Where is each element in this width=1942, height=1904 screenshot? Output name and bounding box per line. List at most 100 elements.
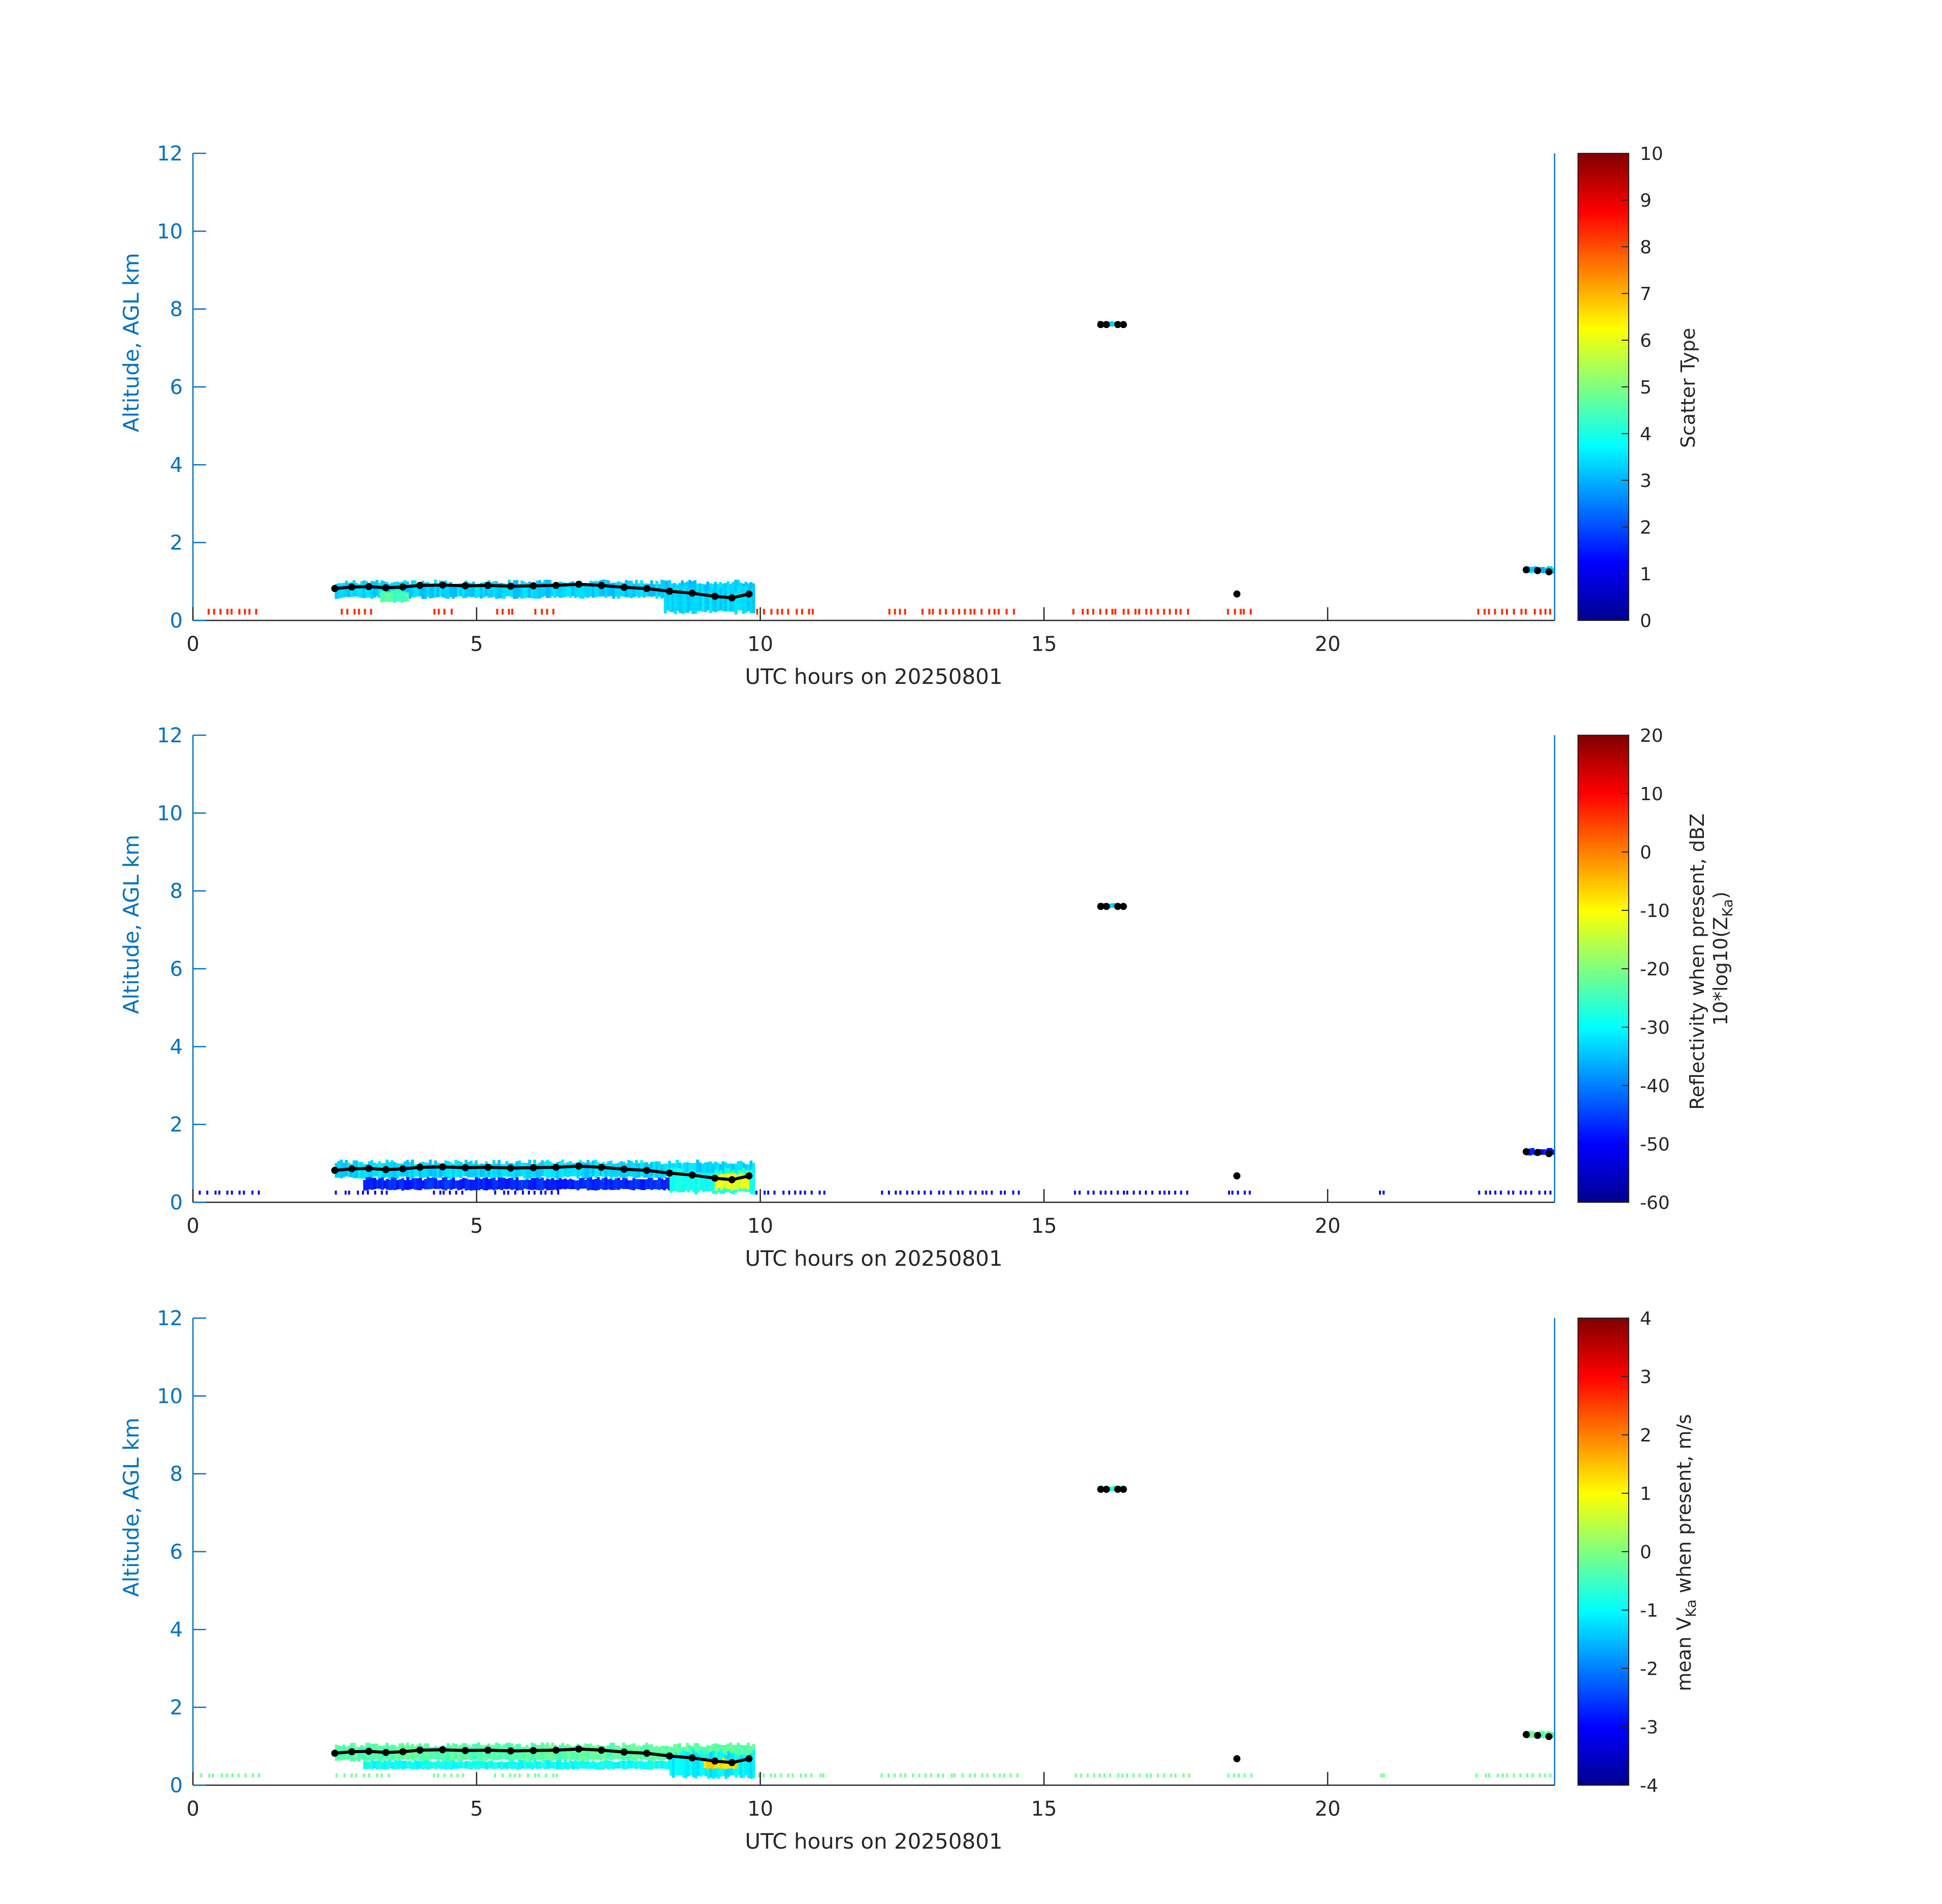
- surface-clutter: [805, 1774, 807, 1778]
- echo-column: [703, 1759, 707, 1768]
- echo-column: [579, 580, 582, 599]
- y-tick-label: 0: [170, 1191, 183, 1214]
- echo-column: [357, 1747, 361, 1762]
- echo-column: [699, 1172, 703, 1191]
- surface-clutter: [381, 1191, 383, 1195]
- echo-column: [436, 584, 440, 598]
- echo-column: [739, 1745, 743, 1759]
- echo-column: [551, 1163, 554, 1177]
- echo-column: [749, 1753, 753, 1779]
- echo-column: [429, 584, 432, 599]
- echo-column: [518, 584, 521, 598]
- echo-column: [386, 1179, 389, 1190]
- echo-column: [485, 1761, 488, 1770]
- echo-column: [669, 1168, 673, 1193]
- surface-clutter: [496, 609, 499, 615]
- cloud-base-point: [1097, 903, 1104, 910]
- surface-clutter: [350, 1774, 353, 1778]
- surface-clutter: [1489, 1191, 1492, 1195]
- surface-clutter: [367, 1191, 369, 1195]
- cloud-base-point: [1120, 321, 1127, 329]
- echo-column: [421, 580, 424, 599]
- echo-column: [742, 1753, 745, 1778]
- echo-column: [503, 1164, 506, 1177]
- echo-column: [558, 1760, 562, 1769]
- echo-column: [446, 1743, 450, 1761]
- echo-column: [416, 584, 419, 597]
- surface-clutter: [811, 609, 814, 615]
- surface-clutter: [1149, 1774, 1152, 1778]
- echo-column: [432, 1177, 435, 1189]
- surface-clutter: [206, 1191, 209, 1195]
- echo-column: [472, 1163, 475, 1177]
- echo-column: [679, 588, 682, 613]
- echo-column: [1531, 1731, 1535, 1738]
- colorbar-tick-label: -40: [1640, 1076, 1670, 1097]
- surface-clutter: [348, 1191, 350, 1195]
- surface-clutter: [1005, 609, 1008, 615]
- echo-column: [434, 1178, 438, 1189]
- surface-clutter: [1243, 1191, 1246, 1195]
- echo-column: [747, 1164, 750, 1177]
- echo-column: [480, 1179, 483, 1190]
- x-tick-label: 20: [1315, 633, 1341, 656]
- echo-column: [647, 1177, 651, 1189]
- echo-column: [725, 1173, 729, 1189]
- echo-column: [699, 1750, 703, 1777]
- surface-clutter: [928, 609, 931, 615]
- echo-column: [520, 1747, 523, 1759]
- surface-clutter: [764, 1191, 766, 1195]
- echo-column: [665, 1746, 669, 1759]
- surface-clutter: [1188, 1774, 1191, 1778]
- echo-column: [528, 1179, 532, 1190]
- echo-column: [589, 1177, 593, 1190]
- echo-column: [558, 1161, 562, 1178]
- colorbar-tick-label: -4: [1640, 1776, 1658, 1796]
- colorbar: [1577, 735, 1629, 1203]
- echo-column: [465, 1178, 468, 1191]
- surface-clutter: [221, 1774, 223, 1778]
- echo-column: [480, 1163, 483, 1177]
- surface-clutter: [1080, 1774, 1082, 1778]
- echo-column: [564, 582, 567, 597]
- echo-column: [449, 582, 452, 597]
- echo-column: [357, 584, 361, 598]
- echo-column: [414, 1178, 417, 1190]
- surface-clutter: [925, 1774, 927, 1778]
- echo-column: [413, 1164, 417, 1177]
- echo-column: [467, 1745, 470, 1760]
- echo-column: [472, 1179, 476, 1191]
- echo-column: [472, 1760, 476, 1768]
- echo-column: [602, 1178, 605, 1190]
- surface-clutter: [439, 1191, 442, 1195]
- echo-column: [431, 1747, 435, 1759]
- echo-column: [439, 1761, 443, 1769]
- echo-column: [409, 1760, 412, 1769]
- echo-column: [444, 1160, 447, 1178]
- y-tick-label: 12: [157, 142, 183, 166]
- surface-clutter: [911, 1191, 914, 1195]
- surface-clutter: [521, 1191, 524, 1195]
- echo-column: [388, 584, 391, 599]
- echo-column: [451, 1743, 455, 1762]
- surface-clutter: [1227, 609, 1229, 615]
- surface-clutter: [953, 1774, 956, 1778]
- echo-column: [581, 584, 585, 599]
- cloud-base-point: [1534, 1148, 1541, 1156]
- echo-column: [495, 1762, 499, 1769]
- echo-column: [586, 1744, 590, 1760]
- surface-clutter: [969, 1191, 972, 1195]
- echo-column: [413, 1746, 417, 1762]
- colorbar-tick-label: 0: [1640, 1542, 1652, 1563]
- surface-clutter: [962, 1774, 964, 1778]
- cloud-base-line: [335, 582, 749, 600]
- echo-column: [738, 1172, 742, 1189]
- echo-column: [503, 1762, 506, 1769]
- surface-clutter: [357, 609, 360, 615]
- surface-clutter: [1484, 609, 1486, 615]
- echo-column: [546, 579, 549, 598]
- surface-clutter: [1242, 609, 1245, 615]
- echo-column: [418, 583, 422, 597]
- cloud-base-point: [1114, 1486, 1122, 1493]
- surface-clutter: [555, 1774, 558, 1778]
